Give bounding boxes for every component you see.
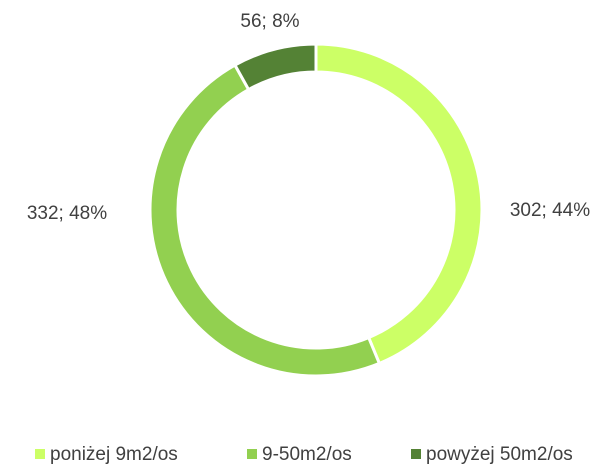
data-label: 56; 8%	[240, 11, 299, 32]
legend-swatch	[35, 449, 45, 459]
legend-label: powyżej 50m2/os	[426, 444, 573, 465]
legend-swatch	[247, 449, 257, 459]
data-label: 332; 48%	[27, 203, 107, 224]
donut-slice	[148, 63, 382, 378]
legend-label: poniżej 9m2/os	[50, 444, 178, 465]
legend-label: 9-50m2/os	[262, 444, 352, 465]
donut-slice	[232, 42, 318, 92]
donut-slice	[314, 42, 484, 366]
data-label: 302; 44%	[510, 200, 590, 221]
legend-swatch	[411, 449, 421, 459]
